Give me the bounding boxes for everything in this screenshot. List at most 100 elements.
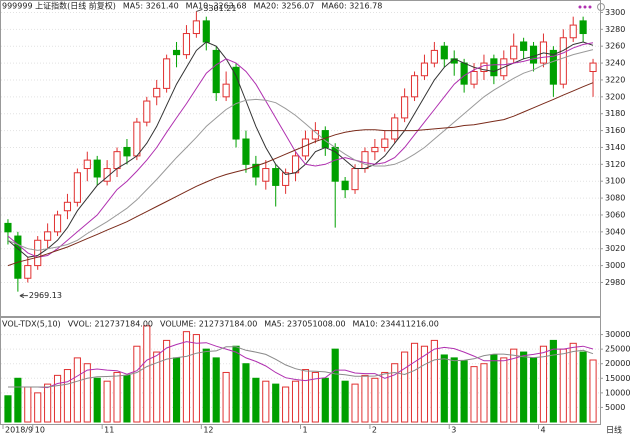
candle-body: [262, 168, 270, 182]
y-tick-label: 3260: [605, 42, 625, 51]
candle-body: [73, 172, 81, 203]
y-tick-label: 3180: [605, 109, 625, 118]
volume-bar: [202, 348, 210, 423]
volume-bar: [321, 377, 329, 423]
volume-bar: [14, 377, 22, 423]
volume-bar: [73, 357, 81, 423]
x-tick-label: 11: [104, 426, 114, 435]
candle-body: [549, 49, 557, 85]
candle-body: [430, 49, 438, 64]
volume-bar: [272, 383, 280, 423]
price-frame: [0, 0, 601, 317]
volume-bar: [559, 348, 567, 423]
volume-bar: [172, 357, 181, 423]
y-tick-label: 3100: [605, 177, 625, 186]
candle-body: [520, 41, 528, 51]
volume-bar: [83, 363, 91, 423]
candle-body: [143, 100, 151, 123]
volume-bar: [133, 345, 141, 423]
candle-body: [440, 45, 448, 60]
y-tick-label: 25000: [605, 345, 630, 354]
candle-body: [133, 121, 141, 157]
candle-body: [93, 159, 101, 178]
candle-body: [252, 163, 260, 178]
volume-bar: [391, 363, 399, 423]
volume-bar: [480, 363, 488, 423]
volume-bar: [539, 345, 548, 423]
candle-body: [460, 62, 468, 85]
volume-bar: [361, 374, 369, 423]
candle-body: [113, 151, 121, 170]
header-label: VVOL: 212737184.00: [68, 320, 153, 329]
icon-dot: [588, 5, 592, 9]
volume-bar: [252, 377, 260, 423]
ma-line: [8, 346, 594, 388]
volume-bar: [4, 395, 12, 423]
ma-line: [7, 41, 594, 258]
candle-body: [153, 87, 161, 98]
header-label: MA5: 237051008.00: [264, 320, 345, 329]
y-tick-label: 3160: [605, 126, 625, 135]
volume-bar: [520, 351, 528, 423]
candle-body: [53, 214, 62, 233]
x-tick-label: 3: [451, 426, 456, 435]
volume-bar: [301, 369, 310, 423]
header-label: VOL-TDX(5,10): [2, 320, 61, 329]
icon-dot: [578, 5, 582, 9]
volume-bar: [331, 348, 339, 423]
extreme-arrow: [19, 293, 28, 299]
y-tick-label: 3220: [605, 75, 625, 84]
candle-body: [291, 155, 300, 174]
ma-line: [7, 42, 594, 258]
candle-body: [410, 75, 419, 98]
candle-body: [83, 159, 91, 170]
header-label: 999999 上证指数(日线 前复权): [2, 1, 116, 11]
volume-bar: [490, 354, 498, 423]
volume-bar: [450, 357, 458, 423]
candle-body: [381, 138, 389, 148]
candle-body: [470, 71, 478, 85]
ma-line: [7, 49, 594, 251]
candle-body: [202, 20, 210, 43]
y-tick-label: 3020: [605, 244, 625, 253]
candle-body: [282, 172, 290, 186]
y-tick-label: 3080: [605, 194, 625, 203]
volume-bar: [529, 357, 538, 423]
volume-bar: [123, 374, 131, 423]
volume-bar: [420, 345, 429, 423]
y-tick-label: 20000: [605, 359, 630, 368]
volume-bar: [93, 377, 101, 423]
volume-bar: [371, 377, 379, 423]
y-tick-label: 3240: [605, 59, 625, 68]
ma-line: [8, 341, 594, 389]
candle-body: [222, 83, 230, 98]
y-tick-label: 30000: [605, 330, 630, 339]
candle-body: [351, 168, 359, 191]
volume-bar: [569, 342, 577, 423]
candle-body: [420, 62, 429, 77]
extreme-leader: [196, 8, 203, 12]
volume-bar: [282, 386, 290, 423]
x-tick-label: 2: [372, 426, 377, 435]
candle-body: [212, 49, 220, 94]
candle-body: [510, 45, 518, 60]
candle-body: [569, 24, 577, 39]
volume-bar: [381, 371, 389, 423]
volume-bar: [470, 366, 478, 423]
candle-body: [192, 20, 200, 35]
volume-bar: [182, 331, 191, 423]
volume-bar: [24, 386, 32, 423]
candle-body: [4, 222, 12, 233]
candle-body: [63, 201, 72, 212]
icon-dot: [583, 5, 587, 9]
candle-body: [172, 49, 181, 56]
volume-bar: [549, 339, 557, 423]
volume-bar: [589, 359, 597, 423]
header-label: MA10: 3263.68: [186, 2, 247, 11]
candle-body: [529, 45, 538, 64]
volume-bar: [401, 351, 409, 423]
candle-body: [589, 62, 597, 73]
header-label: MA20: 3256.07: [254, 2, 315, 11]
max-label: 3301.21: [203, 4, 236, 13]
